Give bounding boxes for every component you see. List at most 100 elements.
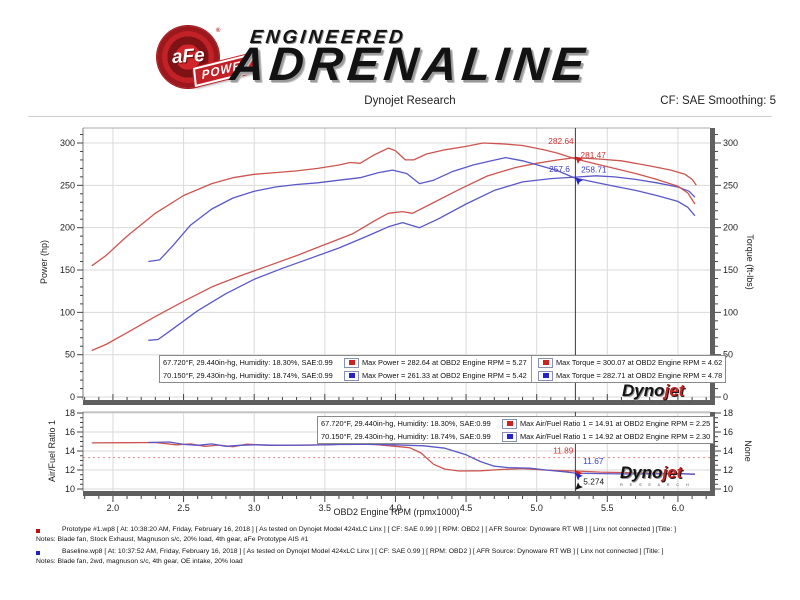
svg-text:5.0: 5.0 (530, 503, 543, 513)
legend-row-baseline: 70.150°F, 29.430in-hg, Humidity: 18.74%,… (163, 369, 722, 382)
axis-shadow-right (710, 412, 715, 496)
series (91, 142, 697, 352)
max-power-readout: Max Power = 282.64 at OBD2 Engine RPM = … (362, 358, 527, 367)
main-chart-legend: 67.720°F, 29.440in-hg, Humidity: 18.30%,… (159, 355, 727, 383)
dynojet-logo: Dynojet R E S E A R C H (620, 463, 692, 487)
svg-text:14: 14 (723, 446, 733, 456)
svg-text:6.0: 6.0 (672, 503, 685, 513)
cursor-value-annotation: 257.6 (549, 164, 570, 174)
svg-text:18: 18 (723, 408, 733, 418)
tick-labels: 0 0 50 50 100 100 150 150 200 200 250 250 300 300 (60, 138, 738, 402)
max-torque-readout: Max Torque = 282.71 at OBD2 Engine RPM =… (556, 371, 723, 380)
cursor-value-annotation: 258.71 (581, 165, 607, 175)
svg-text:200: 200 (723, 223, 738, 233)
svg-text:100: 100 (60, 307, 75, 317)
axis-shadow-bottom (83, 400, 715, 405)
run1-notes: Notes: Blade fan, Stock Exhaust, Magnuso… (36, 536, 309, 543)
dynojet-logo: Dynojet R E S E A R C H (622, 381, 694, 405)
series-key-icon (344, 370, 359, 381)
run2-file-info: Baseline.wp8 [ At: 10:37:52 AM, Friday, … (62, 548, 664, 555)
cursor-value-annotation: 281.47 (580, 150, 606, 160)
svg-text:100: 100 (723, 307, 738, 317)
run2-notes: Notes: Blade fan, 2wd, magnuson s/c, 4th… (36, 558, 243, 565)
svg-text:150: 150 (60, 265, 75, 275)
svg-text:2.5: 2.5 (177, 503, 190, 513)
cursor-marker-icon (575, 482, 583, 490)
series-key-icon (538, 370, 553, 381)
baseline-afr-curve (148, 441, 695, 475)
legend-row-prototype: 67.720°F, 29.440in-hg, Humidity: 18.30%,… (321, 417, 710, 430)
svg-text:2.0: 2.0 (107, 503, 120, 513)
cursor-marker-icon (575, 473, 583, 481)
afr-chart-legend: 67.720°F, 29.440in-hg, Humidity: 18.30%,… (317, 416, 715, 444)
smoothing-setting: CF: SAE Smoothing: 5 (660, 95, 776, 107)
run-conditions: 70.150°F, 29.430in-hg, Humidity: 18.74%,… (321, 432, 491, 441)
svg-text:250: 250 (723, 180, 738, 190)
annotations: 11.89 11.67 5.274 (553, 445, 604, 486)
tick-marks (77, 412, 721, 502)
tick-labels: 10 10 12 12 14 14 16 16 18 18 2.0 2.5 3.0 3.5 4.0 4.5 5.… (65, 408, 733, 513)
legend-divider (531, 356, 532, 369)
gridlines (83, 128, 710, 400)
axis-shadow-bottom (83, 491, 715, 496)
prototype-power-curve (91, 157, 697, 352)
brand-adrenaline: ADRENALINE (228, 37, 592, 90)
svg-text:4.5: 4.5 (460, 503, 473, 513)
svg-text:0: 0 (70, 392, 75, 402)
svg-text:10: 10 (723, 484, 733, 494)
series-key-icon (502, 431, 517, 442)
svg-text:200: 200 (60, 223, 75, 233)
legend-row-baseline: 70.150°F, 29.430in-hg, Humidity: 18.74%,… (321, 430, 710, 443)
svg-text:3.5: 3.5 (319, 503, 332, 513)
max-torque-readout: Max Torque = 300.07 at OBD2 Engine RPM =… (556, 358, 723, 367)
svg-text:16: 16 (723, 427, 733, 437)
run1-key-icon (36, 529, 40, 533)
svg-text:16: 16 (65, 427, 75, 437)
svg-text:12: 12 (65, 465, 75, 475)
cursor-marker-icon (575, 156, 583, 164)
svg-text:150: 150 (723, 265, 738, 275)
report-title: Dynojet Research (364, 95, 456, 107)
baseline-torque-curve (148, 156, 696, 263)
cursor-value-annotation: 5.274 (583, 477, 604, 487)
baseline-power-curve (148, 175, 696, 341)
svg-text:3.0: 3.0 (248, 503, 261, 513)
max-power-readout: Max Power = 261.33 at OBD2 Engine RPM = … (362, 371, 527, 380)
svg-text:12: 12 (723, 465, 733, 475)
run-conditions: 70.150°F, 29.430in-hg, Humidity: 18.74%,… (163, 371, 333, 380)
svg-text:50: 50 (723, 350, 733, 360)
annotations: 282.64 281.47 257.6 258.71 (548, 136, 607, 175)
max-afr-readout: Max Air/Fuel Ratio 1 = 14.92 at OBD2 Eng… (520, 432, 711, 441)
run2-key-icon (36, 551, 40, 555)
power-axis-title: Power (hp) (39, 240, 49, 285)
max-afr-readout: Max Air/Fuel Ratio 1 = 14.91 at OBD2 Eng… (520, 419, 711, 428)
svg-text:0: 0 (723, 392, 728, 402)
series-key-icon (502, 418, 517, 429)
prototype-torque-curve (91, 142, 696, 267)
header-divider (28, 116, 772, 117)
legend-divider (531, 369, 532, 382)
rpm-axis-title: OBD2 Engine RPM (rpmx1000) (333, 507, 460, 517)
series-key-icon (344, 357, 359, 368)
registered-mark-icon: ® (216, 28, 221, 34)
tick-marks (77, 134, 721, 400)
cursor-value-annotation: 11.89 (553, 445, 574, 455)
power-torque-chart: 0 0 50 50 100 100 150 150 200 200 250 250 300 300 282.… (60, 127, 738, 405)
svg-text:50: 50 (65, 350, 75, 360)
cursor-marker-icon (575, 177, 583, 186)
cursor-marker-icon (575, 470, 583, 478)
series-key-icon (538, 357, 553, 368)
svg-text:10: 10 (65, 484, 75, 494)
svg-text:250: 250 (60, 180, 75, 190)
run1-file-info: Prototype #1.wp8 [ At: 10:38:20 AM, Frid… (62, 526, 677, 533)
svg-text:300: 300 (60, 138, 75, 148)
svg-text:4.0: 4.0 (389, 503, 402, 513)
cursor-value-annotation: 11.67 (583, 456, 604, 466)
run-conditions: 67.720°F, 29.440in-hg, Humidity: 18.30%,… (163, 358, 333, 367)
svg-text:300: 300 (723, 138, 738, 148)
svg-text:14: 14 (65, 446, 75, 456)
axis-shadow-right (710, 128, 715, 405)
run-conditions: 67.720°F, 29.440in-hg, Humidity: 18.30%,… (321, 419, 491, 428)
cursor-value-annotation: 282.64 (548, 136, 574, 146)
